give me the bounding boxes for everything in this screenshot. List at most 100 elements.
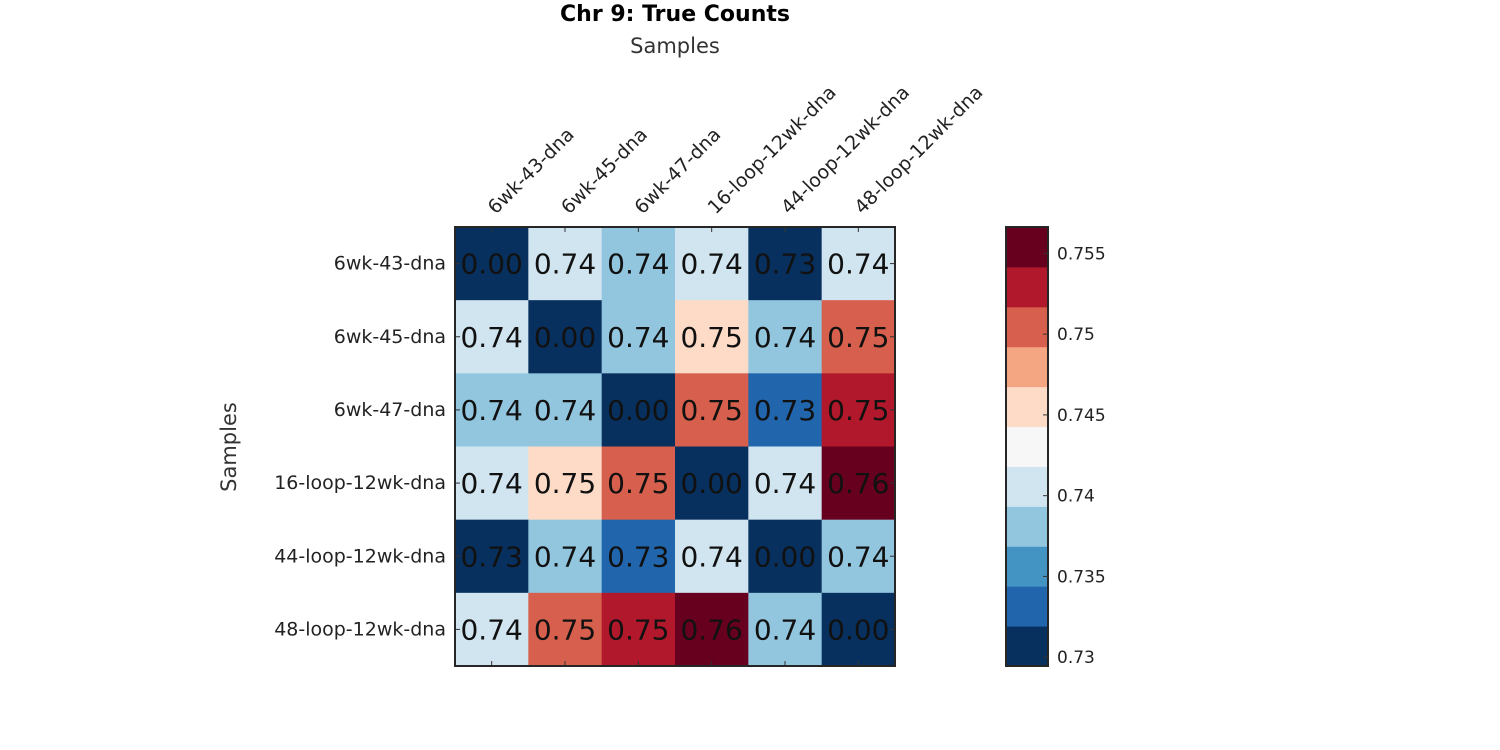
cell-value-label: 0.74: [460, 394, 522, 427]
y-tick-label: 6wk-43-dna: [334, 253, 446, 275]
heatmap-cell: [528, 373, 603, 447]
cell-value-label: 0.00: [680, 467, 742, 500]
cell-value-label: 0.74: [754, 613, 816, 646]
heatmap-cell: [748, 446, 823, 521]
heatmap-cell: [675, 519, 749, 594]
y-tick-labels: 6wk-43-dna 6wk-45-dna 6wk-47-dna 16-loop-12…: [274, 253, 446, 641]
heatmap-cell: [748, 592, 823, 667]
heatmap-cell: [528, 446, 603, 521]
heatmap-cell: [601, 519, 676, 594]
heatmap-cell: [601, 227, 676, 301]
plot-frame: [454, 226, 896, 667]
x-tick-label: 48-loop-12wk-dna: [850, 81, 987, 218]
colorbar-segment: [1006, 386, 1048, 428]
colorbar-tick-label: 0.74: [1057, 487, 1095, 507]
colorbar-tick-label: 0.73: [1057, 648, 1095, 668]
heatmap-cell: [675, 373, 749, 447]
heatmap-cell: [821, 446, 896, 521]
heatmap-cell: [821, 519, 896, 594]
colorbar-segment: [1006, 586, 1048, 627]
cell-value-label: 0.74: [534, 540, 596, 573]
cell-value-label: 0.75: [827, 321, 889, 354]
heatmap-cell: [455, 300, 529, 374]
heatmap-cell: [528, 592, 603, 667]
heatmap-cell: [601, 446, 676, 521]
heatmap-cell: [455, 227, 529, 301]
heatmap-cells: 0.00 0.74 0.74 0.74 0.73 0.74 0.74 0.00 0.74 0.75…: [455, 227, 896, 667]
cell-value-label: 0.74: [754, 467, 816, 500]
cell-value-label: 0.74: [827, 248, 889, 281]
colorbar: 0.73 0.735 0.74 0.745 0.75 0.755: [1005, 226, 1106, 668]
chart-title: Chr 9: True Counts: [560, 2, 790, 27]
cell-value-label: 0.74: [607, 321, 669, 354]
cell-value-label: 0.74: [680, 540, 742, 573]
x-tick-label: 16-loop-12wk-dna: [704, 81, 841, 218]
colorbar-segment: [1006, 306, 1048, 348]
heatmap-cell: [455, 446, 529, 521]
colorbar-segment: [1006, 227, 1048, 268]
colorbar-tick-label: 0.745: [1057, 406, 1106, 426]
cell-value-label: 0.74: [460, 467, 522, 500]
colorbar-frame: [1005, 226, 1049, 667]
heatmap-cell: [528, 519, 603, 594]
colorbar-segment: [1006, 426, 1048, 467]
colorbar-segment: [1006, 546, 1048, 587]
x-tick-labels: 6wk-43-dna6wk-45-dna6wk-47-dna16-loop-12…: [484, 81, 988, 218]
cell-value-label: 0.73: [460, 540, 522, 573]
heatmap-cell: [821, 227, 896, 301]
y-tick-label: 48-loop-12wk-dna: [274, 618, 446, 640]
cell-value-label: 0.74: [827, 540, 889, 573]
cell-value-label: 0.74: [460, 321, 522, 354]
heatmap-cell: [601, 592, 676, 667]
heatmap-cell: [455, 592, 529, 667]
cell-value-label: 0.74: [754, 321, 816, 354]
heatmap-cell: [748, 227, 823, 301]
cell-value-label: 0.73: [607, 540, 669, 573]
x-axis-label: Samples: [630, 34, 720, 58]
heatmap-cell: [528, 227, 603, 301]
colorbar-tick-label: 0.75: [1057, 325, 1095, 345]
colorbar-segment: [1006, 466, 1048, 507]
cell-value-label: 0.76: [827, 467, 889, 500]
colorbar-segment: [1006, 266, 1048, 308]
colorbar-segment: [1006, 506, 1048, 547]
heatmap-cell: [675, 592, 749, 667]
heatmap-cell: [455, 373, 529, 447]
cell-value-label: 0.00: [534, 321, 596, 354]
cell-value-label: 0.75: [680, 321, 742, 354]
heatmap-cell: [601, 373, 676, 447]
y-tick-label: 16-loop-12wk-dna: [274, 472, 446, 494]
cell-value-label: 0.74: [680, 248, 742, 281]
cell-value-label: 0.73: [754, 248, 816, 281]
heatmap-cell: [821, 300, 896, 374]
heatmap-cell: [675, 227, 749, 301]
cell-value-label: 0.74: [607, 248, 669, 281]
y-tick-label: 6wk-47-dna: [334, 399, 446, 421]
cell-value-label: 0.75: [534, 467, 596, 500]
heatmap-cell: [675, 300, 749, 374]
cell-value-label: 0.00: [460, 248, 522, 281]
heatmap-cell: [821, 592, 896, 667]
colorbar-tick-label: 0.735: [1057, 567, 1106, 587]
cell-value-label: 0.76: [680, 613, 742, 646]
cell-value-label: 0.75: [680, 394, 742, 427]
cell-value-label: 0.73: [754, 394, 816, 427]
cell-value-label: 0.75: [607, 467, 669, 500]
heatmap-cell: [455, 519, 529, 594]
cell-value-label: 0.00: [827, 613, 889, 646]
heatmap-cell: [748, 300, 823, 374]
cell-value-label: 0.75: [534, 613, 596, 646]
y-axis-label: Samples: [217, 402, 241, 492]
cell-value-label: 0.00: [754, 540, 816, 573]
cell-value-label: 0.74: [534, 394, 596, 427]
heatmap-cell: [748, 519, 823, 594]
cell-value-label: 0.74: [534, 248, 596, 281]
colorbar-segment: [1006, 626, 1048, 667]
cell-value-label: 0.75: [607, 613, 669, 646]
y-tick-label: 6wk-45-dna: [334, 326, 446, 348]
heatmap-cell: [675, 446, 749, 521]
cell-value-label: 0.74: [460, 613, 522, 646]
heatmap-cell: [601, 300, 676, 374]
x-tick-label: 44-loop-12wk-dna: [777, 81, 914, 218]
